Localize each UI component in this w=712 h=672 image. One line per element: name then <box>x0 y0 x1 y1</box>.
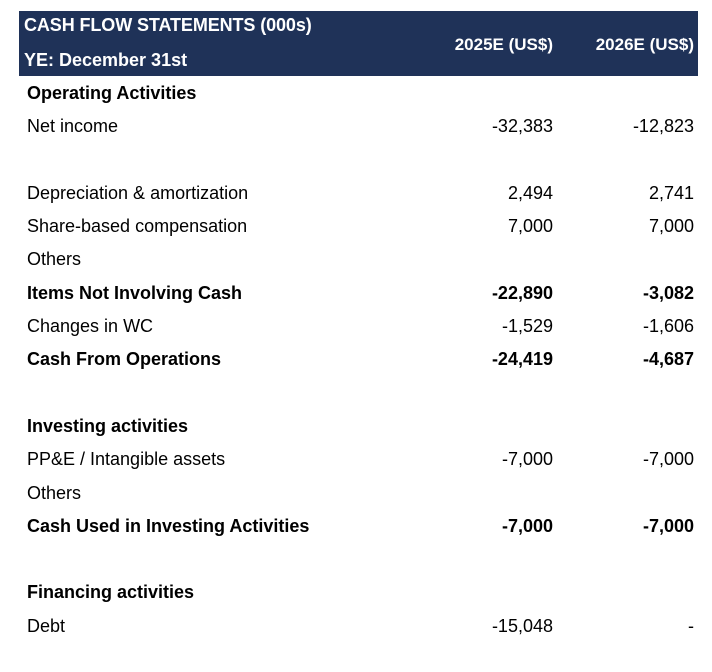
row-value-2026: -4,687 <box>642 349 694 370</box>
row-value-2025: 7,000 <box>507 216 553 237</box>
row-value-2026: -12,823 <box>632 116 694 137</box>
table-title: CASH FLOW STATEMENTS (000s) <box>24 15 312 35</box>
row-label: PP&E / Intangible assets <box>27 449 226 470</box>
row-value-2025: -15,048 <box>491 615 553 636</box>
table-row: Operating Activities <box>0 78 712 111</box>
fiscal-year-end: YE: December 31st <box>24 50 188 70</box>
table-row: Debt -15,048 - <box>0 611 712 644</box>
row-value-2026: -3,082 <box>642 282 694 303</box>
row-value-2026: -1,606 <box>642 316 694 337</box>
table-row: Depreciation & amortization 2,494 2,741 <box>0 178 712 211</box>
row-value-2026: 7,000 <box>648 216 694 237</box>
row-label: Items Not Involving Cash <box>27 282 243 303</box>
row-label: Financing activities <box>27 582 195 603</box>
row-label: Depreciation & amortization <box>27 182 249 203</box>
row-value-2025: 2,494 <box>507 182 553 203</box>
table-row: Cash Used in Investing Activities -7,000… <box>0 511 712 544</box>
row-value-2025: -7,000 <box>501 449 553 470</box>
row-label: Changes in WC <box>27 316 154 337</box>
row-label: Investing activities <box>27 415 189 436</box>
row-label: Cash From Operations <box>27 349 222 370</box>
row-value-2025: -7,000 <box>501 515 553 536</box>
row-label: Net income <box>27 116 119 137</box>
table-row <box>0 145 712 178</box>
table-header: CASH FLOW STATEMENTS (000s) YE: December… <box>19 11 698 76</box>
row-value-2025: -1,529 <box>501 316 553 337</box>
row-value-2025: -22,890 <box>491 282 553 303</box>
row-label: Operating Activities <box>27 83 197 103</box>
table-row: Investing activities <box>0 411 712 444</box>
table-row: Changes in WC -1,529 -1,606 <box>0 311 712 344</box>
row-value-2026: -7,000 <box>642 515 694 536</box>
table-row: Financing activities <box>0 577 712 610</box>
row-label: Share-based compensation <box>27 216 248 237</box>
row-label: Debt <box>27 615 66 636</box>
row-value-2026: - <box>688 615 694 636</box>
table-row: Items Not Involving Cash -22,890 -3,082 <box>0 278 712 311</box>
table-body: Operating Activities Net income -32,383 … <box>0 78 712 644</box>
table-row: Others <box>0 244 712 277</box>
table-row: Others <box>0 478 712 511</box>
row-label: Others <box>27 249 82 270</box>
column-header-2026: 2026E (US$) <box>595 35 694 54</box>
table-row: Share-based compensation 7,000 7,000 <box>0 211 712 244</box>
row-value-2025: -24,419 <box>491 349 553 370</box>
row-value-2026: 2,741 <box>648 182 694 203</box>
row-value-2026: -7,000 <box>642 449 694 470</box>
table-row: PP&E / Intangible assets -7,000 -7,000 <box>0 444 712 477</box>
row-label: Others <box>27 482 82 503</box>
table-row <box>0 544 712 577</box>
column-header-2025: 2025E (US$) <box>454 35 553 54</box>
table-row: Cash From Operations -24,419 -4,687 <box>0 344 712 377</box>
row-value-2025: -32,383 <box>491 116 553 137</box>
table-row: Net income -32,383 -12,823 <box>0 111 712 144</box>
row-label: Cash Used in Investing Activities <box>27 515 310 536</box>
table-row <box>0 378 712 411</box>
